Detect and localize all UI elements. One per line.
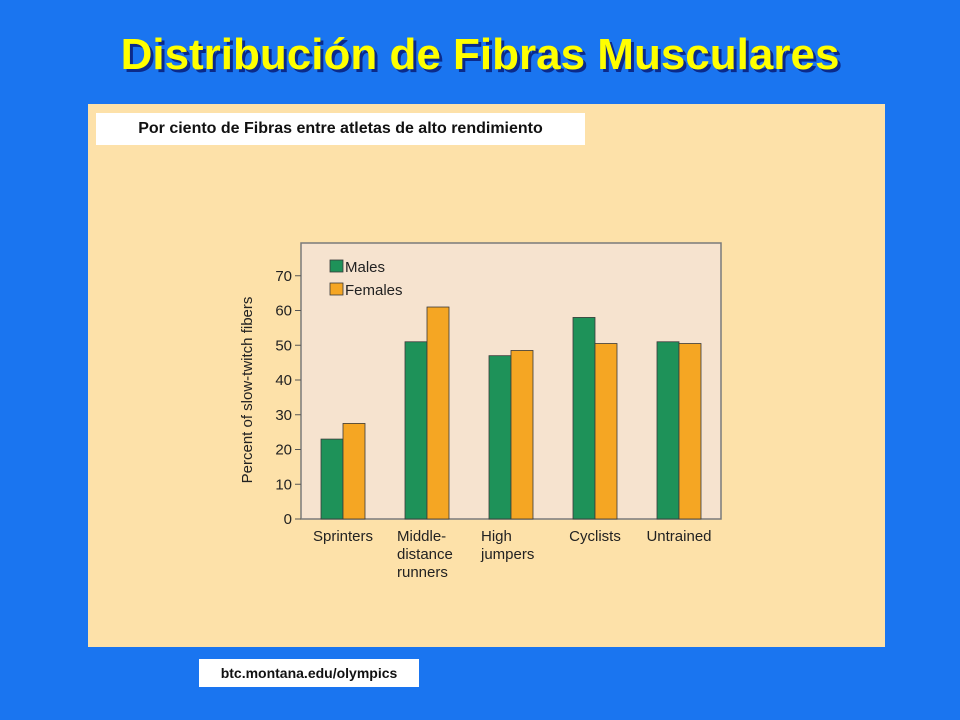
y-tick-label: 60: [275, 303, 292, 320]
bar-females-1: [426, 306, 450, 520]
y-axis: 0 10 20 30 40 50 60 70: [275, 268, 301, 528]
slide-title: Distribución de Fibras Musculares: [120, 30, 840, 79]
y-tick-label: 0: [284, 511, 292, 528]
bar-males-2: [488, 355, 512, 520]
bar-males-1: [404, 341, 428, 520]
legend-swatch-females: [329, 282, 344, 296]
y-axis-label: Percent of slow-twitch fibers: [239, 297, 256, 484]
bar-males-4: [656, 341, 680, 520]
y-tick-label: 70: [275, 268, 292, 285]
x-category-label: Cyclists: [569, 528, 621, 545]
bar-males-0: [320, 438, 344, 520]
y-tick-label: 10: [275, 476, 292, 493]
x-category-label: distance: [397, 546, 453, 563]
y-tick-label: 50: [275, 337, 292, 354]
x-category-label: jumpers: [480, 546, 534, 563]
legend-label-females: Females: [345, 282, 403, 299]
legend-swatch-males: [329, 259, 344, 273]
bar-females-2: [510, 350, 534, 520]
x-category-label: runners: [397, 564, 448, 581]
legend: Males Females: [329, 259, 403, 299]
x-category-label: High: [481, 528, 512, 545]
chart-caption: Por ciento de Fibras entre atletas de al…: [96, 113, 585, 145]
bar-females-0: [342, 423, 366, 520]
y-tick-label: 20: [275, 442, 292, 459]
x-category-label: Middle-: [397, 528, 446, 545]
bars: [320, 306, 702, 520]
y-tick-label: 40: [275, 372, 292, 389]
bar-females-4: [678, 343, 702, 520]
legend-label-males: Males: [345, 259, 385, 276]
x-category-label: Untrained: [646, 528, 711, 545]
source-link[interactable]: btc.montana.edu/olympics: [199, 659, 419, 687]
bar-males-3: [572, 317, 596, 520]
x-category-label: Sprinters: [313, 528, 373, 545]
y-tick-label: 30: [275, 407, 292, 424]
bar-females-3: [594, 343, 618, 520]
